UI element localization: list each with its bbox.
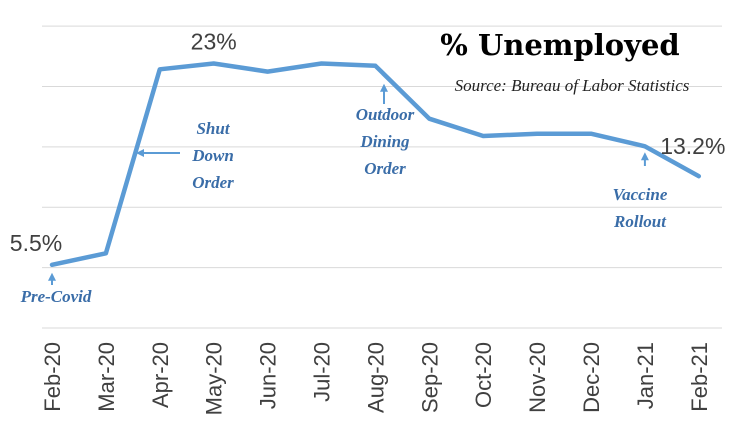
x-tick-label: Feb-21 xyxy=(687,342,712,412)
x-tick-label: Aug-20 xyxy=(363,342,388,413)
x-axis-tick-labels: Feb-20 Mar-20 Apr-20 May-20 Jun-20 Jul-20 Aug-… xyxy=(40,342,712,415)
x-tick-label: Dec-20 xyxy=(579,342,604,413)
x-tick-label: Sep-20 xyxy=(417,342,442,413)
chart-title: % Unemployed xyxy=(440,28,679,62)
annotation-text: Shut xyxy=(196,119,230,138)
x-tick-label: Jun-20 xyxy=(256,342,281,409)
x-tick-label: Apr-20 xyxy=(148,342,173,408)
x-tick-label: Nov-20 xyxy=(525,342,550,413)
annotations: Pre-Covid Shut Down Order Outdoor Dining Order… xyxy=(20,83,668,306)
annotation-arrowhead xyxy=(640,152,649,161)
data-label: 13.2% xyxy=(660,133,725,159)
x-tick-label: Jan-21 xyxy=(633,342,658,409)
annotation-text: Pre-Covid xyxy=(20,287,92,306)
x-tick-label: Jul-20 xyxy=(310,342,335,402)
annotation-text: Order xyxy=(364,159,406,178)
series-line-unemployment xyxy=(49,61,702,268)
x-tick-label: May-20 xyxy=(202,342,227,415)
annotation-arrowhead xyxy=(48,272,56,281)
annotation-arrowhead xyxy=(136,149,144,157)
data-label: 23% xyxy=(191,29,237,55)
annotation-text: Vaccine xyxy=(613,185,668,204)
x-tick-label: Oct-20 xyxy=(471,342,496,408)
annotation-arrowhead xyxy=(380,83,388,92)
data-labels: 5.5% 23% 13.2% xyxy=(10,29,726,256)
annotation-text: Down xyxy=(191,146,234,165)
annotation-text: Outdoor xyxy=(356,105,415,124)
data-label: 5.5% xyxy=(10,230,62,256)
annotation-text: Dining xyxy=(359,132,410,151)
chart-subtitle: Source: Bureau of Labor Statistics xyxy=(455,76,690,95)
x-tick-label: Feb-20 xyxy=(40,342,65,412)
x-tick-label: Mar-20 xyxy=(94,342,119,412)
annotation-text: Order xyxy=(192,173,234,192)
annotation-text: Rollout xyxy=(613,212,667,231)
